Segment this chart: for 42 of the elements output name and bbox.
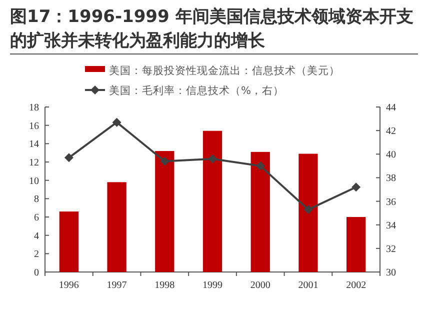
- y-tick-label: 0: [34, 268, 39, 278]
- point: [64, 153, 74, 162]
- point: [160, 156, 170, 166]
- legend-label: 美国：毛利率：信息技术（%，右）: [109, 84, 284, 97]
- x-tick-label: 1997: [106, 280, 127, 291]
- point: [256, 161, 265, 170]
- bar: [202, 130, 222, 272]
- y-tick-label: 8: [34, 194, 39, 206]
- bar: [250, 152, 270, 272]
- y2-tick-label: 44: [386, 102, 396, 114]
- x-tick-label: 1998: [154, 280, 175, 291]
- point: [352, 182, 361, 192]
- y2-tick-label: 34: [386, 220, 396, 232]
- y-tick-label: 2: [34, 249, 39, 260]
- legend-label: 美国：每股投资性现金流出：信息技术（美元）: [109, 64, 340, 77]
- point: [208, 154, 217, 164]
- y2-tick-label: 40: [386, 150, 396, 161]
- y2-tick-label: 32: [386, 244, 396, 255]
- bar: [155, 151, 174, 272]
- y2-tick-label: 42: [386, 126, 396, 138]
- bar: [346, 217, 366, 272]
- x-tick-label: 2001: [298, 280, 318, 291]
- chart-title: 图17：1996-1999 年间美国信息技术领域资本开支的扩张并未转化为盈利能力的增长: [10, 7, 414, 51]
- x-tick-label: 1996: [58, 280, 79, 291]
- y-tick-label: 10: [29, 176, 39, 187]
- y-tick-label: 12: [29, 158, 39, 168]
- y2-tick-label: 38: [386, 173, 396, 184]
- x-tick-label: 2002: [346, 280, 366, 291]
- y2-tick-label: 36: [386, 196, 396, 208]
- y-tick-label: 4: [34, 230, 39, 242]
- y-tick-label: 16: [29, 120, 39, 132]
- y-tick-label: 6: [34, 212, 39, 224]
- point: [112, 118, 122, 127]
- y-tick-label: 18: [29, 102, 39, 114]
- x-tick-label: 2000: [250, 280, 270, 291]
- x-tick-label: 1999: [202, 280, 222, 291]
- y-tick-label: 14: [29, 139, 39, 150]
- bar: [59, 212, 78, 272]
- bar: [298, 154, 318, 272]
- bar: [107, 182, 126, 272]
- point: [304, 205, 313, 214]
- y2-tick-label: 30: [386, 268, 396, 278]
